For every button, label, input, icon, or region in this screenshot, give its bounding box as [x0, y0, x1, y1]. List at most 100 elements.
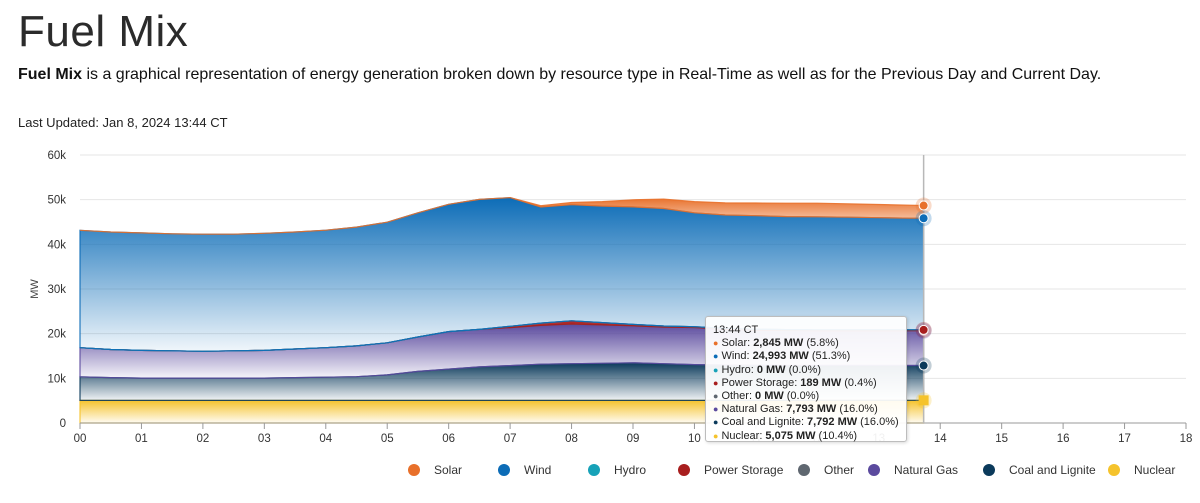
- tooltip-percent: (0.0%): [786, 390, 820, 403]
- cursor-markers: [915, 155, 932, 423]
- x-tick-label: 00: [74, 433, 87, 445]
- tooltip-label: Nuclear:: [721, 429, 763, 442]
- marker-wind: [918, 213, 929, 224]
- x-tick-label: 10: [688, 433, 701, 445]
- legend-item-nuclear[interactable]: Nuclear: [1108, 463, 1175, 477]
- y-tick-label: 20k: [47, 329, 66, 341]
- tooltip-percent: (10.4%): [818, 429, 858, 442]
- legend-item-hydro[interactable]: Hydro: [588, 463, 646, 477]
- x-tick-label: 06: [442, 433, 455, 445]
- x-tick-label: 08: [565, 433, 578, 445]
- tooltip-value: 0 MW: [755, 390, 784, 403]
- tooltip-row: ● Nuclear: 5,075 MW (10.4%): [713, 430, 899, 443]
- tooltip-row: ● Hydro: 0 MW (0.0%): [713, 364, 899, 377]
- legend-label: Other: [824, 463, 855, 477]
- x-tick-label: 05: [381, 433, 394, 445]
- tooltip-label: Solar:: [721, 337, 751, 350]
- y-tick-label: 60k: [47, 150, 66, 162]
- x-tick-label: 09: [627, 433, 640, 445]
- tooltip-dot-icon: ●: [713, 430, 719, 441]
- tooltip-row: ● Power Storage: 189 MW (0.4%): [713, 377, 899, 390]
- y-tick-label: 10k: [47, 373, 66, 385]
- marker-power-storage: [918, 324, 929, 335]
- last-updated: Last Updated: Jan 8, 2024 13:44 CT: [18, 115, 228, 130]
- x-tick-label: 02: [196, 433, 209, 445]
- tooltip-value: 189 MW: [800, 376, 842, 389]
- tooltip-label: Wind:: [721, 350, 750, 363]
- tooltip-dot-icon: ●: [713, 338, 719, 349]
- y-tick-label: 0: [60, 418, 66, 430]
- legend-label: Coal and Lignite: [1009, 463, 1096, 477]
- chart-legend[interactable]: Solar Wind Hydro Power Storage Other Natural …: [408, 463, 1175, 483]
- tooltip-row: ● Solar: 2,845 MW (5.8%): [713, 337, 899, 350]
- tooltip-dot-icon: ●: [713, 364, 719, 375]
- legend-label: Solar: [434, 463, 463, 477]
- legend-label: Wind: [524, 463, 552, 477]
- x-tick-label: 16: [1057, 433, 1070, 445]
- legend-item-solar[interactable]: Solar: [408, 463, 462, 477]
- x-tick-label: 01: [135, 433, 148, 445]
- legend-dot-icon: [983, 464, 995, 476]
- tooltip-percent: (5.8%): [806, 337, 839, 350]
- tooltip-label: Power Storage:: [721, 376, 798, 389]
- tooltip-row: ● Other: 0 MW (0.0%): [713, 390, 899, 403]
- tooltip-row: ● Coal and Lignite: 7,792 MW (16.0%): [713, 416, 899, 429]
- tooltip-percent: (0.4%): [844, 376, 877, 389]
- legend-item-coal-and-lignite[interactable]: Coal and Lignite: [983, 463, 1096, 477]
- y-tick-label: 40k: [47, 239, 66, 251]
- x-tick-label: 15: [995, 433, 1008, 445]
- y-tick-label: 30k: [47, 284, 66, 296]
- tooltip-row: ● Natural Gas: 7,793 MW (16.0%): [713, 403, 899, 416]
- tooltip-percent: (16.0%): [860, 416, 899, 429]
- y-axis-title: MW: [29, 279, 41, 299]
- tooltip-label: Hydro:: [721, 363, 754, 376]
- tooltip-percent: (0.0%): [788, 363, 821, 376]
- x-tick-label: 04: [319, 433, 332, 445]
- legend-item-wind[interactable]: Wind: [498, 463, 551, 477]
- y-tick-label: 50k: [47, 195, 66, 207]
- tooltip-label: Other:: [721, 390, 753, 403]
- legend-label: Hydro: [614, 463, 647, 477]
- legend-dot-icon: [408, 464, 420, 476]
- tooltip-percent: (16.0%): [839, 403, 878, 416]
- tooltip-dot-icon: ●: [713, 391, 719, 402]
- marker-nuclear: [918, 395, 929, 406]
- fuel-mix-chart[interactable]: 0 10k 20k 30k 40k 50k 60k MW 00 01 02 03 04 05 06 07 08 0…: [0, 140, 1200, 460]
- tooltip-dot-icon: ●: [713, 351, 719, 362]
- tooltip-label: Coal and Lignite:: [721, 416, 804, 429]
- tooltip-time: 13:44 CT: [713, 324, 759, 336]
- tooltip-value: 7,793 MW: [786, 403, 837, 416]
- legend-item-power-storage[interactable]: Power Storage: [678, 463, 783, 477]
- x-tick-label: 14: [934, 433, 947, 445]
- tooltip-label: Natural Gas:: [721, 403, 784, 416]
- tooltip-dot-icon: ●: [713, 404, 719, 415]
- marker-solar: [918, 200, 929, 211]
- x-tick-label: 18: [1180, 433, 1193, 445]
- legend-label: Natural Gas: [894, 463, 959, 477]
- tooltip-value: 24,993 MW: [752, 350, 809, 363]
- legend-dot-icon: [868, 464, 880, 476]
- x-tick-label: 17: [1118, 433, 1131, 445]
- legend-item-other[interactable]: Other: [798, 463, 854, 477]
- description-text: is a graphical representation of energy …: [82, 66, 1102, 83]
- legend-item-natural-gas[interactable]: Natural Gas: [868, 463, 958, 477]
- tooltip-dot-icon: ●: [713, 417, 719, 428]
- tooltip-value: 5,075 MW: [765, 429, 816, 442]
- chart-tooltip: 13:44 CT ● Solar: 2,845 MW (5.8%) ● Wind: 24,9…: [705, 316, 907, 442]
- page-title: Fuel Mix: [18, 7, 189, 56]
- axes: 0 10k 20k 30k 40k 50k 60k MW 00 01 02 03 04 05 06 07 08 0…: [29, 150, 1192, 445]
- tooltip-row: ● Wind: 24,993 MW (51.3%): [713, 350, 899, 363]
- tooltip-dot-icon: ●: [713, 377, 719, 388]
- legend-dot-icon: [498, 464, 510, 476]
- legend-label: Power Storage: [704, 463, 784, 477]
- legend-label: Nuclear: [1134, 463, 1176, 477]
- legend-dot-icon: [1108, 464, 1120, 476]
- description-bold: Fuel Mix: [18, 66, 83, 83]
- legend-dot-icon: [588, 464, 600, 476]
- tooltip-value: 0 MW: [756, 363, 786, 376]
- tooltip-percent: (51.3%): [811, 350, 851, 363]
- legend-dot-icon: [798, 464, 810, 476]
- marker-coal-and-lignite: [918, 360, 929, 371]
- legend-dot-icon: [678, 464, 690, 476]
- x-tick-label: 07: [504, 433, 517, 445]
